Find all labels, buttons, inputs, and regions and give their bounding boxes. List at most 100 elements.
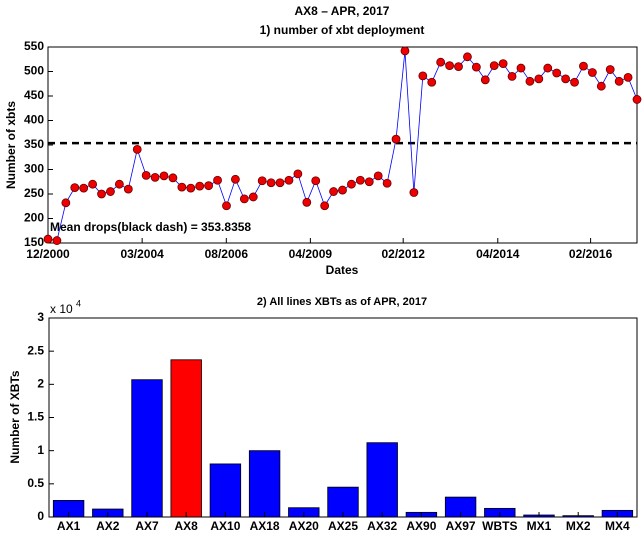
x-tick-label: AX25 bbox=[328, 519, 358, 533]
data-point bbox=[222, 201, 231, 211]
data-point bbox=[632, 95, 642, 104]
data-point bbox=[427, 77, 437, 87]
y-tick-label: 150 bbox=[24, 235, 44, 249]
data-point bbox=[329, 187, 338, 196]
x-tick-label: WBTS bbox=[482, 519, 517, 533]
data-point bbox=[409, 188, 419, 197]
data-point bbox=[159, 171, 169, 181]
data-point bbox=[614, 76, 624, 86]
bar bbox=[366, 442, 398, 518]
y-tick-label: 300 bbox=[24, 162, 44, 176]
y-tick-label: 500 bbox=[24, 64, 44, 78]
data-point bbox=[186, 183, 196, 193]
data-point bbox=[61, 198, 71, 208]
y-axis-label: Number of xbts bbox=[4, 101, 18, 189]
chart-subtitle: 1) number of xbt deployment bbox=[260, 23, 425, 37]
data-point bbox=[231, 174, 240, 184]
data-point bbox=[587, 68, 597, 77]
data-point bbox=[454, 62, 463, 71]
axis-multiplier: x 10 bbox=[50, 302, 73, 316]
data-point bbox=[605, 65, 615, 74]
data-point bbox=[471, 62, 481, 72]
data-point bbox=[579, 61, 588, 71]
data-point bbox=[525, 76, 535, 86]
x-tick-label: AX20 bbox=[289, 519, 319, 533]
data-point bbox=[293, 169, 303, 179]
data-point bbox=[177, 182, 187, 192]
data-point bbox=[355, 175, 365, 185]
data-point bbox=[123, 184, 133, 194]
data-point bbox=[284, 175, 294, 185]
data-point bbox=[195, 181, 205, 191]
x-tick-label: 12/2000 bbox=[26, 247, 70, 261]
data-point bbox=[418, 71, 428, 81]
y-tick-label: 350 bbox=[24, 137, 44, 151]
data-point bbox=[239, 194, 249, 204]
y-tick-label: 550 bbox=[24, 39, 44, 53]
y-tick-label: 0 bbox=[37, 509, 44, 523]
annotation: Mean drops(black dash) = 353.8358 bbox=[50, 220, 251, 234]
data-point bbox=[480, 75, 490, 85]
data-point bbox=[391, 134, 401, 144]
data-point bbox=[79, 183, 89, 193]
x-tick-label: 04/2009 bbox=[289, 247, 333, 261]
data-point bbox=[275, 178, 285, 188]
x-tick-label: 04/2014 bbox=[476, 247, 520, 261]
data-point bbox=[534, 74, 544, 84]
data-point bbox=[507, 72, 517, 81]
x-tick-label: AX2 bbox=[96, 519, 120, 533]
y-axis-label: Number of XBTs bbox=[8, 370, 22, 463]
data-point bbox=[302, 197, 312, 207]
axis-multiplier-exponent: 4 bbox=[76, 298, 81, 308]
data-point bbox=[213, 175, 222, 185]
data-point bbox=[168, 173, 178, 183]
x-tick-label: AX10 bbox=[210, 519, 240, 533]
data-point bbox=[266, 178, 276, 188]
chart-title: 2) All lines XBTs as of APR, 2017 bbox=[257, 296, 427, 308]
y-tick-label: 400 bbox=[24, 113, 44, 127]
data-point bbox=[489, 61, 499, 71]
data-point bbox=[445, 61, 454, 71]
data-point bbox=[97, 189, 106, 199]
x-tick-label: AX90 bbox=[406, 519, 436, 533]
x-tick-label: AX1 bbox=[57, 519, 81, 533]
y-tick-label: 250 bbox=[24, 186, 44, 200]
data-point bbox=[364, 177, 374, 187]
x-tick-label: AX32 bbox=[367, 519, 397, 533]
data-point bbox=[552, 68, 562, 78]
x-tick-label: MX4 bbox=[605, 519, 630, 533]
data-point bbox=[463, 52, 472, 62]
x-tick-label: MX1 bbox=[527, 519, 552, 533]
data-point bbox=[52, 236, 62, 245]
y-tick-label: 3 bbox=[37, 310, 44, 324]
y-tick-label: 450 bbox=[24, 88, 44, 102]
data-point bbox=[347, 179, 356, 189]
data-point bbox=[596, 81, 606, 91]
data-point bbox=[382, 178, 392, 188]
y-tick-label: 2.5 bbox=[27, 343, 44, 357]
data-point bbox=[400, 46, 410, 56]
bar bbox=[248, 450, 281, 518]
y-tick-label: 0.5 bbox=[27, 476, 44, 490]
data-point bbox=[132, 145, 142, 154]
x-tick-label: 02/2012 bbox=[381, 247, 425, 261]
data-point bbox=[70, 183, 80, 193]
data-point bbox=[373, 171, 383, 181]
bar bbox=[209, 463, 242, 518]
x-tick-label: MX2 bbox=[566, 519, 591, 533]
data-point bbox=[43, 234, 53, 244]
x-tick-label: AX18 bbox=[250, 519, 280, 533]
data-point bbox=[570, 77, 579, 87]
data-point bbox=[114, 179, 124, 189]
data-point bbox=[141, 170, 151, 180]
x-tick-label: 03/2004 bbox=[120, 247, 164, 261]
x-tick-label: AX7 bbox=[135, 519, 159, 533]
data-point bbox=[498, 59, 508, 69]
x-tick-label: AX97 bbox=[446, 519, 476, 533]
data-point bbox=[88, 179, 98, 189]
chart-title: AX8 – APR, 2017 bbox=[295, 4, 390, 18]
data-point bbox=[623, 72, 633, 82]
data-point bbox=[257, 176, 267, 186]
data-point bbox=[320, 201, 330, 211]
